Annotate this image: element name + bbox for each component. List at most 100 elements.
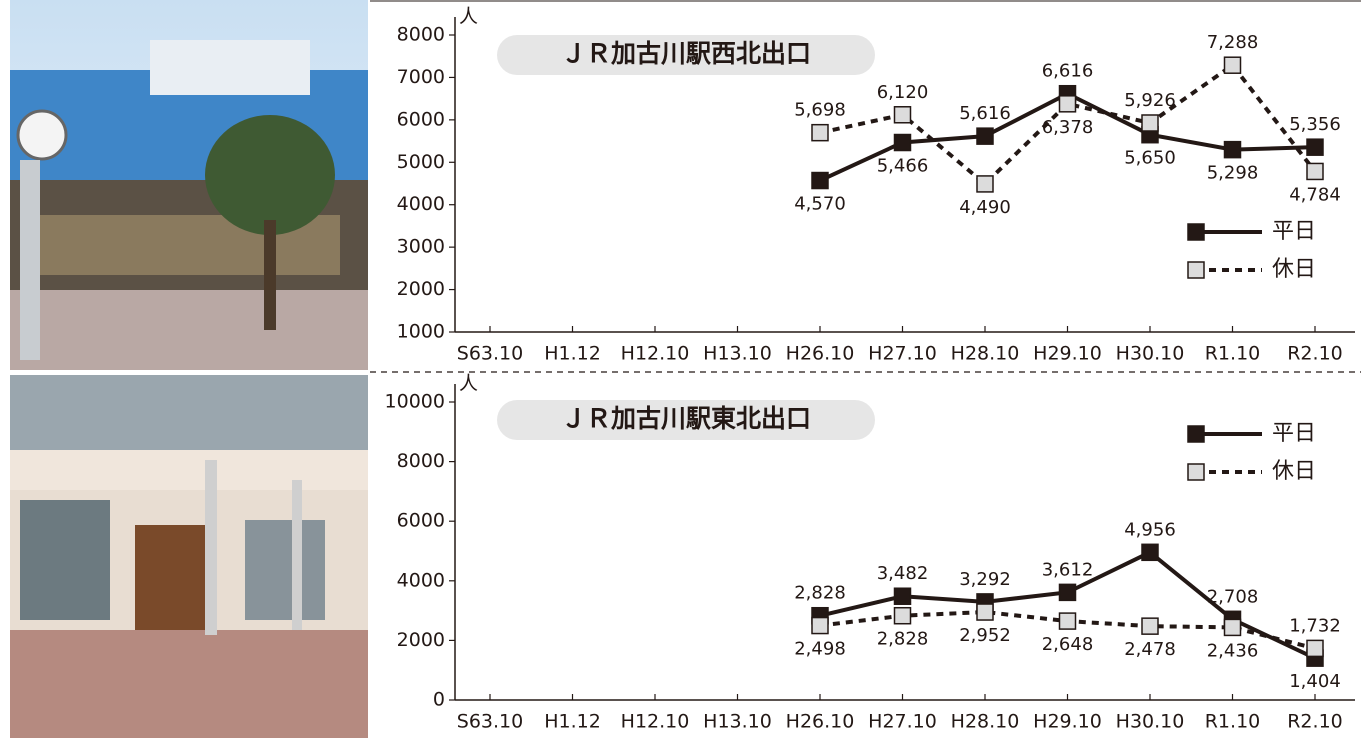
point-marker <box>1223 618 1242 637</box>
x-tick-label: H28.10 <box>951 711 1020 733</box>
legend-label: 休日 <box>1272 257 1316 282</box>
legend-marker <box>1187 261 1205 279</box>
value-label: 6,120 <box>877 82 929 103</box>
y-tick-label: 6000 <box>397 108 445 130</box>
legend-marker <box>1187 425 1205 443</box>
x-tick-label: H12.10 <box>621 711 690 733</box>
y-tick-label: 1000 <box>397 321 445 343</box>
point-marker <box>1058 612 1077 630</box>
value-label: 2,648 <box>1042 634 1094 655</box>
value-label: 5,650 <box>1124 148 1176 169</box>
x-tick-label: H29.10 <box>1033 711 1102 733</box>
y-tick-label: 5000 <box>397 151 445 173</box>
value-label: 7,288 <box>1207 32 1259 53</box>
x-tick-label: H12.10 <box>621 343 690 365</box>
photo-west <box>10 0 368 370</box>
point-marker <box>1306 138 1324 156</box>
value-label: 2,436 <box>1207 640 1259 661</box>
value-label: 6,378 <box>1042 117 1094 138</box>
x-tick-label: H30.10 <box>1116 711 1185 733</box>
point-marker <box>1223 56 1242 74</box>
value-label: 4,570 <box>794 194 846 215</box>
value-label: 3,612 <box>1042 559 1094 580</box>
title-pill <box>497 400 875 440</box>
y-unit: 人 <box>459 6 478 28</box>
x-tick-label: S63.10 <box>457 343 523 365</box>
value-label: 2,828 <box>794 583 846 604</box>
point-marker <box>811 171 829 190</box>
point-marker <box>976 127 994 145</box>
value-label: 5,466 <box>877 156 929 177</box>
value-label: 2,708 <box>1207 586 1259 607</box>
point-marker <box>893 587 912 605</box>
point-marker <box>893 106 912 124</box>
y-tick-label: 2000 <box>397 629 445 651</box>
point-marker <box>1306 639 1324 658</box>
y-tick-label: 2000 <box>397 278 445 300</box>
value-label: 2,478 <box>1124 639 1176 660</box>
x-tick-label: R1.10 <box>1205 711 1261 733</box>
point-marker <box>893 606 912 625</box>
legend-label: 休日 <box>1272 459 1316 484</box>
x-tick-label: H29.10 <box>1033 343 1102 365</box>
x-tick-label: R1.10 <box>1205 343 1261 365</box>
x-tick-label: S63.10 <box>457 711 523 733</box>
y-tick-label: 4000 <box>397 193 445 215</box>
value-label: 4,490 <box>959 197 1011 218</box>
legend-marker <box>1187 223 1205 241</box>
y-tick-label: 10000 <box>385 391 445 413</box>
value-label: 1,732 <box>1289 615 1341 636</box>
value-label: 4,956 <box>1124 519 1176 540</box>
value-label: 5,356 <box>1289 114 1341 135</box>
y-tick-label: 8000 <box>397 450 445 472</box>
x-tick-label: H26.10 <box>786 711 855 733</box>
legend-marker <box>1187 463 1205 481</box>
x-tick-label: H30.10 <box>1116 343 1185 365</box>
x-tick-label: H26.10 <box>786 343 855 365</box>
photo-east <box>10 375 368 738</box>
x-tick-label: R2.10 <box>1287 343 1343 365</box>
x-tick-label: H27.10 <box>868 343 937 365</box>
chart-title: ＪＲ加古川駅西北出口 <box>561 39 811 68</box>
value-label: 6,616 <box>1042 61 1094 82</box>
point-marker <box>1141 543 1159 562</box>
point-marker <box>1306 162 1324 181</box>
value-label: 3,292 <box>959 569 1011 590</box>
point-marker <box>1141 617 1159 635</box>
legend-label: 平日 <box>1272 421 1316 446</box>
value-label: 5,698 <box>794 100 846 121</box>
point-marker <box>893 133 912 152</box>
y-tick-label: 6000 <box>397 510 445 532</box>
point-marker <box>976 603 994 621</box>
value-label: 5,616 <box>959 103 1011 124</box>
value-label: 2,952 <box>959 625 1011 646</box>
x-tick-label: R2.10 <box>1287 711 1343 733</box>
point-marker <box>1223 140 1242 159</box>
x-tick-label: H1.12 <box>544 343 601 365</box>
value-label: 3,482 <box>877 563 929 584</box>
point-marker <box>811 123 829 142</box>
point-marker <box>811 616 829 635</box>
value-label: 1,404 <box>1289 671 1341 692</box>
value-label: 4,784 <box>1289 184 1341 205</box>
point-marker <box>976 175 994 193</box>
value-label: 2,828 <box>877 629 929 650</box>
x-tick-label: H1.12 <box>544 711 601 733</box>
point-marker <box>1058 95 1077 113</box>
legend-label: 平日 <box>1272 219 1316 244</box>
x-tick-label: H28.10 <box>951 343 1020 365</box>
title-pill <box>497 35 875 75</box>
y-tick-label: 3000 <box>397 236 445 258</box>
chart-title: ＪＲ加古川駅東北出口 <box>561 404 811 433</box>
value-label: 5,926 <box>1124 90 1176 111</box>
point-marker <box>1058 583 1077 602</box>
y-tick-label: 8000 <box>397 24 445 46</box>
y-tick-label: 7000 <box>397 66 445 88</box>
x-tick-label: H13.10 <box>703 711 772 733</box>
value-label: 2,498 <box>794 639 846 660</box>
y-tick-label: 0 <box>433 689 445 711</box>
point-marker <box>1141 114 1159 132</box>
y-tick-label: 4000 <box>397 569 445 591</box>
x-tick-label: H27.10 <box>868 711 937 733</box>
